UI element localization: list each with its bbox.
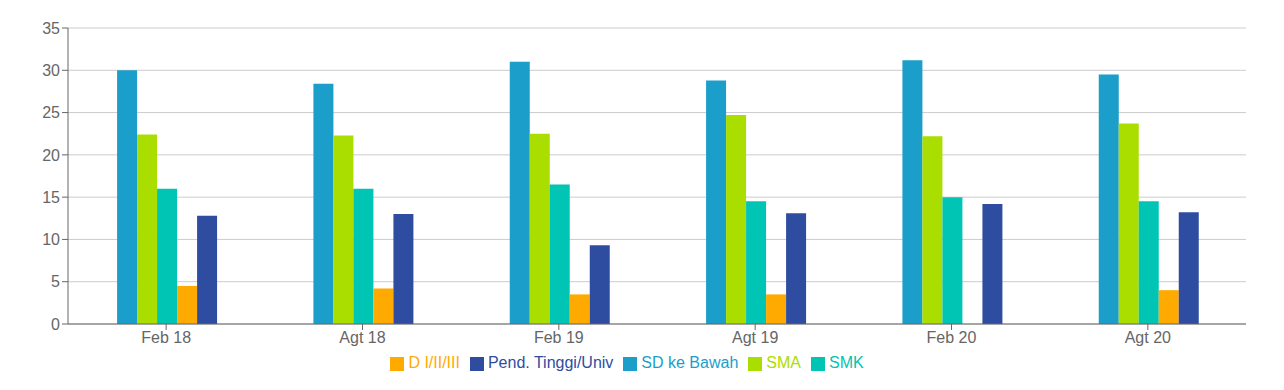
svg-text:10: 10: [42, 231, 60, 248]
svg-text:Feb 19: Feb 19: [534, 329, 584, 346]
svg-text:Agt 18: Agt 18: [339, 329, 385, 346]
html-text:SD ke Bawah: SD ke Bawah: [641, 354, 739, 371]
svg-text:Agt 19: Agt 19: [732, 329, 778, 346]
svg-text:15: 15: [42, 189, 60, 206]
svg-text:25: 25: [42, 104, 60, 121]
html-text:SMK: SMK: [829, 354, 864, 371]
svg-text:Agt 20: Agt 20: [1125, 329, 1171, 346]
svg-text:Feb 20: Feb 20: [927, 329, 977, 346]
svg-text:5: 5: [51, 273, 60, 290]
svg-text:20: 20: [42, 147, 60, 164]
html-text:D I/II/III: D I/II/III: [408, 354, 460, 371]
html-text:SMA: SMA: [766, 354, 801, 371]
svg-text:Feb 18: Feb 18: [141, 329, 191, 346]
svg-text:0: 0: [51, 316, 60, 333]
svg-text:30: 30: [42, 62, 60, 79]
html-text:Pend. Tinggi/Univ: Pend. Tinggi/Univ: [487, 354, 614, 371]
svg-text:35: 35: [42, 20, 60, 37]
